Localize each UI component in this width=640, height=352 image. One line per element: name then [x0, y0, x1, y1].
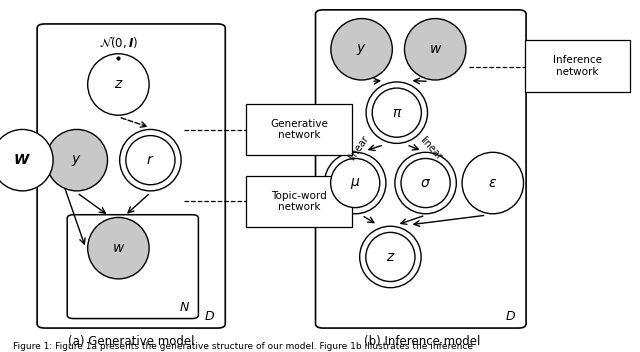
Ellipse shape	[88, 218, 149, 279]
Text: $w$: $w$	[429, 42, 442, 56]
Ellipse shape	[88, 54, 149, 115]
Text: $y$: $y$	[72, 153, 82, 168]
Text: $z$: $z$	[386, 250, 395, 264]
Text: Generative
network: Generative network	[270, 119, 328, 140]
Ellipse shape	[401, 158, 450, 208]
Text: linear: linear	[417, 134, 444, 162]
Ellipse shape	[360, 226, 421, 288]
Text: Inference
network: Inference network	[553, 55, 602, 77]
Text: D: D	[506, 310, 516, 322]
FancyBboxPatch shape	[246, 176, 352, 227]
Text: (a) Generative model: (a) Generative model	[68, 335, 195, 348]
Ellipse shape	[372, 88, 421, 137]
Text: $\epsilon$: $\epsilon$	[488, 176, 497, 190]
Text: $\mathcal{N}(0,\boldsymbol{I})$: $\mathcal{N}(0,\boldsymbol{I})$	[99, 35, 138, 50]
Ellipse shape	[324, 152, 386, 214]
Text: (b) Inference model: (b) Inference model	[364, 335, 481, 348]
Text: $z$: $z$	[114, 77, 123, 92]
Ellipse shape	[126, 136, 175, 185]
Text: $y$: $y$	[356, 42, 367, 57]
Ellipse shape	[331, 158, 380, 208]
Text: Topic-word
network: Topic-word network	[271, 191, 327, 213]
Text: linear: linear	[346, 134, 371, 162]
Ellipse shape	[331, 19, 392, 80]
FancyBboxPatch shape	[246, 104, 352, 155]
Text: $\pi$: $\pi$	[392, 106, 402, 120]
Text: $w$: $w$	[112, 241, 125, 255]
Ellipse shape	[366, 232, 415, 282]
Ellipse shape	[366, 82, 428, 143]
Ellipse shape	[120, 130, 181, 191]
Text: D: D	[205, 310, 215, 322]
Ellipse shape	[462, 152, 524, 214]
Text: $\boldsymbol{W}$: $\boldsymbol{W}$	[13, 153, 31, 167]
Text: $r$: $r$	[146, 153, 155, 167]
Ellipse shape	[395, 152, 456, 214]
Text: $\sigma$: $\sigma$	[420, 176, 431, 190]
Ellipse shape	[0, 130, 53, 191]
Ellipse shape	[46, 130, 108, 191]
Text: Figure 1: Figure 1a presents the generative structure of our model. Figure 1b il: Figure 1: Figure 1a presents the generat…	[13, 342, 473, 351]
Ellipse shape	[404, 19, 466, 80]
Text: $\mu$: $\mu$	[350, 176, 360, 190]
Text: N: N	[180, 301, 189, 314]
FancyBboxPatch shape	[525, 40, 630, 92]
